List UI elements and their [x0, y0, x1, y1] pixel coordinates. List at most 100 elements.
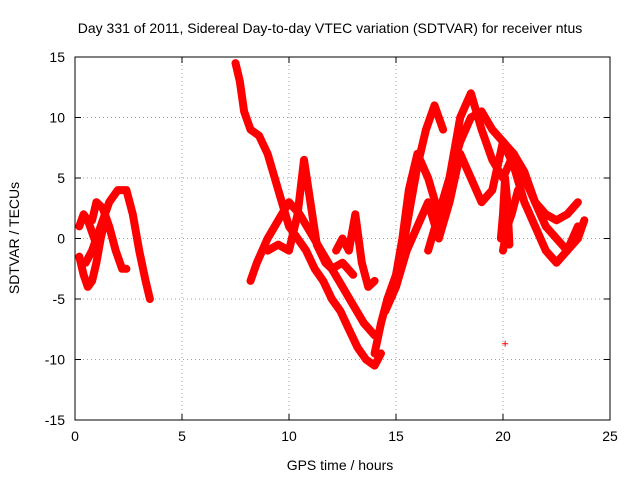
data-point: [89, 247, 96, 254]
data-point: [500, 211, 506, 218]
data-point: [354, 344, 361, 351]
data-point: [80, 271, 87, 278]
data-point: [467, 90, 474, 97]
data-point: [313, 241, 320, 248]
data-point: [339, 235, 346, 242]
data-point: [363, 356, 370, 363]
data-point: [232, 60, 239, 67]
data-point: [397, 259, 404, 266]
data-point: [328, 296, 335, 302]
data-point: [264, 150, 271, 157]
data-point: [478, 126, 485, 133]
data-point: [82, 259, 89, 266]
data-point: [253, 259, 260, 266]
x-tick-label: 0: [71, 428, 79, 444]
data-layer: [75, 59, 589, 370]
data-point: [500, 138, 506, 145]
data-point: [328, 265, 335, 272]
data-point: [542, 247, 549, 254]
data-point: [360, 320, 367, 327]
data-point: [457, 138, 464, 145]
x-tick-label: 15: [388, 428, 404, 444]
data-point: [574, 199, 581, 206]
data-point: [93, 199, 100, 206]
data-point: [303, 247, 310, 254]
data-point: [553, 259, 560, 266]
data-point: [542, 223, 549, 230]
data-point: [564, 247, 571, 254]
y-tick-label: 10: [49, 110, 65, 126]
data-point: [307, 199, 314, 206]
data-point: [89, 277, 96, 284]
data-point: [564, 211, 571, 218]
y-tick-label: -10: [45, 352, 65, 368]
grid: [75, 57, 610, 420]
data-point: [435, 235, 442, 242]
data-point: [337, 308, 344, 315]
data-point: [114, 187, 121, 194]
chart-title: Day 331 of 2011, Sidereal Day-to-day VTE…: [78, 20, 582, 36]
data-point: [264, 247, 271, 254]
data-point: [502, 340, 509, 347]
data-point: [435, 211, 442, 218]
data-point: [322, 259, 329, 266]
data-point: [532, 199, 539, 206]
data-point: [136, 247, 143, 254]
data-point: [514, 187, 521, 194]
data-point: [333, 247, 340, 254]
data-point: [446, 199, 453, 206]
data-point: [446, 175, 453, 181]
data-point: [405, 211, 412, 218]
data-point: [106, 223, 113, 230]
data-point: [414, 162, 421, 169]
data-point: [294, 211, 301, 218]
data-point: [93, 235, 100, 242]
data-point: [581, 217, 588, 224]
data-point: [431, 102, 438, 109]
data-point: [457, 114, 464, 121]
data-point: [508, 211, 515, 218]
data-point: [504, 223, 511, 230]
y-tick-label: 5: [57, 170, 65, 186]
data-point: [241, 108, 248, 115]
data-point: [345, 247, 352, 254]
x-tick-label: 10: [281, 428, 297, 444]
data-point: [106, 199, 113, 206]
data-point: [123, 187, 130, 194]
data-point: [467, 175, 474, 181]
data-point: [247, 277, 254, 284]
data-point: [532, 223, 539, 230]
data-series-arc-n: [499, 186, 522, 255]
data-point: [95, 247, 102, 254]
data-point: [440, 126, 447, 133]
data-point: [425, 199, 432, 206]
data-point: [504, 199, 511, 206]
data-point: [286, 247, 292, 254]
y-tick-label: -5: [53, 291, 66, 307]
y-axis-label: SDTVAR / TECUs: [6, 182, 22, 294]
data-point: [393, 283, 399, 290]
data-point: [84, 283, 91, 290]
data-point: [478, 199, 485, 206]
data-point: [236, 78, 243, 85]
y-tick-label: 0: [57, 231, 65, 247]
data-point: [422, 126, 429, 133]
y-tick-label: 15: [49, 49, 65, 65]
data-point: [378, 350, 385, 357]
data-point: [256, 132, 263, 139]
data-point: [142, 277, 149, 284]
data-point: [500, 247, 506, 254]
data-point: [350, 302, 357, 309]
data-point: [146, 296, 153, 302]
data-point: [264, 235, 271, 242]
x-axis-label: GPS time / hours: [287, 457, 394, 473]
data-point: [80, 211, 87, 218]
data-point: [352, 211, 359, 218]
data-point: [76, 253, 83, 260]
data-series-arc-k: [396, 101, 448, 267]
data-point: [553, 235, 560, 242]
data-point: [112, 247, 119, 254]
data-point: [489, 156, 496, 163]
data-point: [275, 217, 282, 224]
data-point: [489, 126, 496, 133]
